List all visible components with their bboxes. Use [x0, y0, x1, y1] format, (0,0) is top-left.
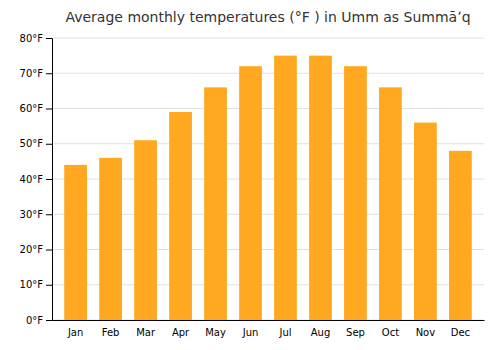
bar: [134, 140, 157, 320]
tick: Feb: [102, 327, 120, 338]
tick-label: Dec: [451, 327, 470, 338]
axis-line: [53, 320, 485, 321]
tick-label: 10°F: [20, 279, 44, 290]
tick: 0°F: [26, 315, 52, 326]
tick-label: Aug: [311, 327, 331, 338]
tick: 30°F: [20, 209, 52, 220]
tick-mark: [46, 250, 52, 251]
tick-mark: [46, 38, 52, 39]
tick: 70°F: [20, 68, 52, 79]
tick-label: Feb: [102, 327, 120, 338]
tick: May: [205, 327, 226, 338]
tick: Sep: [346, 327, 365, 338]
title: Average monthly temperatures (°F ) in Um…: [65, 9, 470, 25]
x-axis: Jan Feb Mar Apr May Jun Jul Aug Sep Oct Nov Dec: [53, 321, 485, 339]
tick-mark: [46, 320, 52, 321]
tick-mark: [46, 285, 52, 286]
tick-mark: [46, 73, 52, 74]
tick-label: 40°F: [20, 174, 44, 185]
tick-label: Apr: [172, 327, 190, 338]
tick: Oct: [382, 327, 399, 338]
tick-mark: [46, 214, 52, 215]
tick-label: 80°F: [20, 33, 44, 44]
tick: Nov: [416, 327, 436, 338]
tick: 10°F: [20, 279, 52, 290]
tick: Apr: [172, 327, 190, 338]
bar: [169, 112, 192, 320]
y-axis: 0°F 10°F 20°F 30°F 40°F 50°F 60°F 70°F 80°F: [20, 33, 53, 326]
tick: 80°F: [20, 33, 52, 44]
bar: [414, 123, 437, 320]
tick: Jun: [242, 327, 259, 338]
tick-label: May: [205, 327, 226, 338]
bar: [379, 87, 402, 320]
tick: 60°F: [20, 103, 52, 114]
grid: [52, 38, 484, 320]
bars: [64, 56, 472, 320]
tick-label: 50°F: [20, 138, 44, 149]
tick-mark: [46, 109, 52, 110]
tick: Aug: [311, 327, 331, 338]
tick-label: 0°F: [26, 315, 43, 326]
bar: [99, 158, 122, 320]
bar: [64, 165, 87, 320]
grid-line: [52, 108, 484, 109]
tick-label: Jun: [242, 327, 259, 338]
tick: Mar: [136, 327, 156, 338]
bar: [344, 66, 367, 320]
tick-label: Jul: [278, 327, 291, 338]
tick-mark: [46, 144, 52, 145]
bar: [239, 66, 262, 320]
tick: 50°F: [20, 138, 52, 149]
tick-label: Sep: [346, 327, 365, 338]
tick-mark: [46, 179, 52, 180]
axis-line: [46, 39, 53, 321]
chart: 0°F 10°F 20°F 30°F 40°F 50°F 60°F 70°F 80°F Jan Fe…: [0, 0, 500, 350]
tick-label: 20°F: [20, 244, 44, 255]
tick-label: Oct: [382, 327, 399, 338]
tick: Dec: [451, 327, 470, 338]
grid-line: [52, 73, 484, 74]
bar: [449, 151, 472, 320]
tick-label: Jan: [67, 327, 83, 338]
tick-label: 30°F: [20, 209, 44, 220]
bar: [204, 87, 227, 320]
tick: 40°F: [20, 174, 52, 185]
tick-label: Mar: [136, 327, 156, 338]
grid-line: [52, 38, 484, 39]
tick: 20°F: [20, 244, 52, 255]
tick-label: Nov: [416, 327, 436, 338]
tick: Jul: [278, 327, 291, 338]
bar: [309, 56, 332, 320]
tick: Jan: [67, 327, 83, 338]
tick-label: 70°F: [20, 68, 44, 79]
tick-label: 60°F: [20, 103, 44, 114]
bar: [274, 56, 297, 320]
